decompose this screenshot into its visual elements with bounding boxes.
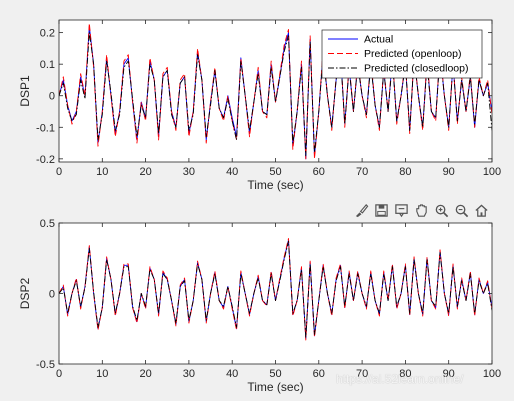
- legend: Actual Predicted (openloop) Predicted (clo…: [321, 29, 483, 79]
- x-tick-label: 30: [183, 368, 195, 380]
- series-line-3: [59, 240, 492, 338]
- y-tick-label: 0: [49, 289, 55, 301]
- y-tick-label: 0: [49, 91, 55, 103]
- x-tick-label: 50: [269, 368, 281, 380]
- axes-toolbar: [352, 200, 490, 220]
- x-tick-label: 100: [483, 368, 501, 380]
- x-tick-label: 20: [139, 368, 151, 380]
- x-tick-label: 50: [269, 166, 281, 178]
- x-tick-label: 100: [483, 166, 501, 178]
- plot-area: [59, 223, 492, 364]
- zoom-in-icon[interactable]: [432, 201, 450, 219]
- x-tick-label: 0: [56, 166, 62, 178]
- x-tick-label: 30: [183, 166, 195, 178]
- save-icon[interactable]: [372, 201, 390, 219]
- x-tick-label: 10: [96, 166, 108, 178]
- x-tick-label: 80: [399, 368, 411, 380]
- y-tick-label: -0.5: [36, 359, 55, 371]
- legend-entry-2: Predicted (openloop): [364, 48, 461, 60]
- pan-icon[interactable]: [412, 201, 430, 219]
- x-tick-label: 20: [139, 166, 151, 178]
- y-axis-label: DSP2: [18, 278, 32, 310]
- x-tick-label: 40: [226, 166, 238, 178]
- y-tick-label: 0.2: [40, 28, 55, 40]
- series-line-3: [59, 32, 492, 157]
- x-axis-label: Time (sec): [247, 380, 303, 394]
- x-tick-label: 80: [399, 166, 411, 178]
- x-tick-label: 90: [443, 166, 455, 178]
- datatip-icon[interactable]: [392, 201, 410, 219]
- y-tick-label: -0.1: [36, 122, 55, 134]
- x-tick-label: 70: [356, 368, 368, 380]
- x-tick-label: 0: [56, 368, 62, 380]
- legend-entry-1: Actual: [364, 34, 393, 46]
- series-line-2: [59, 22, 492, 160]
- zoom-out-icon[interactable]: [452, 201, 470, 219]
- watermark: https://ai.52learn.online/: [336, 372, 464, 386]
- series-group: [59, 22, 492, 160]
- x-tick-label: 90: [443, 368, 455, 380]
- axes-dsp1[interactable]: 0 10 20 30 40 50 60 70 80 90 100 -0.2 -0.1 0 0.1 0.2 Tim…: [18, 19, 501, 192]
- x-axis-label: Time (sec): [247, 178, 303, 192]
- x-tick-label: 60: [313, 368, 325, 380]
- series-group: [59, 238, 492, 341]
- x-tick-label: 70: [356, 166, 368, 178]
- x-tick-label: 10: [96, 368, 108, 380]
- x-tick-label: 40: [226, 368, 238, 380]
- legend-entry-3: Predicted (closedloop): [364, 63, 468, 75]
- home-icon[interactable]: [472, 201, 490, 219]
- y-tick-label: 0.5: [40, 218, 55, 230]
- x-tick-label: 60: [313, 166, 325, 178]
- y-tick-label: 0.1: [40, 59, 55, 71]
- brush-icon[interactable]: [352, 201, 370, 219]
- y-tick-label: -0.2: [36, 154, 55, 166]
- y-axis-label: DSP1: [18, 75, 32, 107]
